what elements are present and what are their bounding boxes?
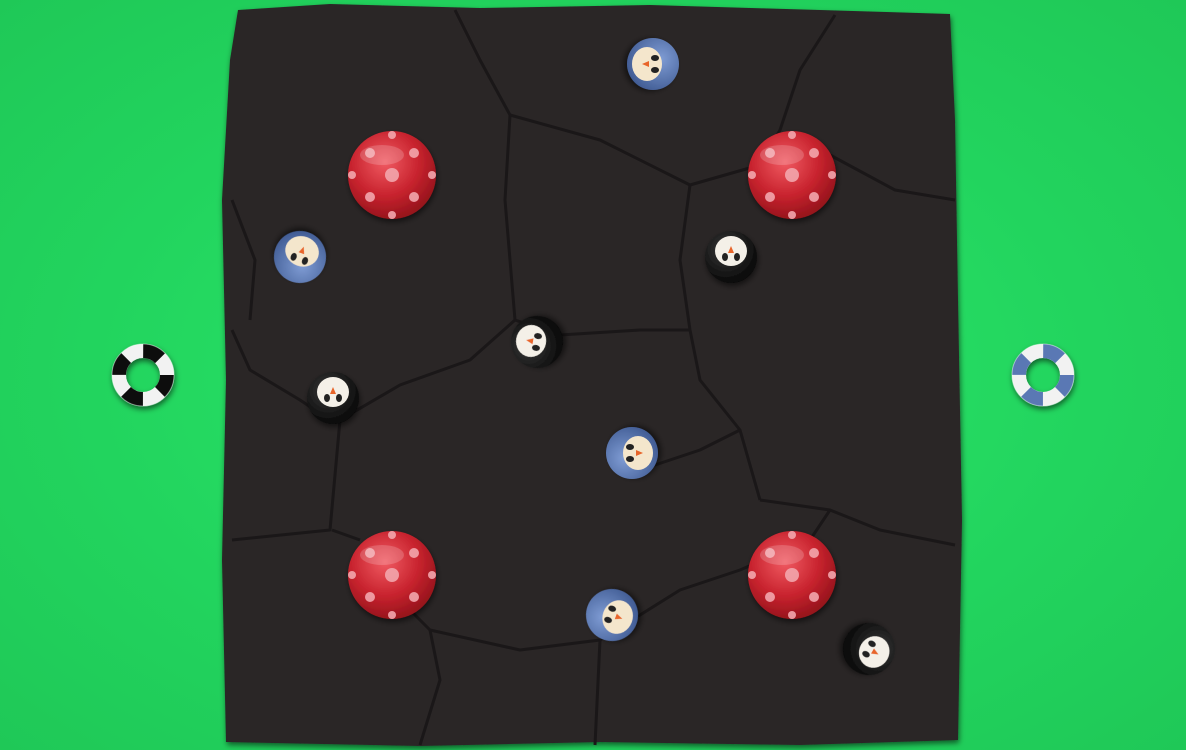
red-bumper xyxy=(748,131,836,219)
blue-penguin-piece[interactable] xyxy=(627,38,679,90)
blue-white-life-ring-icon xyxy=(1011,343,1075,407)
black-penguin-piece[interactable] xyxy=(307,372,359,424)
red-bumper xyxy=(748,531,836,619)
blue-penguin-piece[interactable] xyxy=(267,224,334,291)
blue-penguin-piece[interactable] xyxy=(579,582,646,649)
black-penguin-piece[interactable] xyxy=(833,613,904,684)
blue-penguin-piece[interactable] xyxy=(606,427,658,479)
black-penguin-piece[interactable] xyxy=(705,231,757,283)
black-white-life-ring-icon xyxy=(111,343,175,407)
red-bumper xyxy=(348,131,436,219)
black-penguin-piece[interactable] xyxy=(507,312,567,372)
red-bumper xyxy=(348,531,436,619)
